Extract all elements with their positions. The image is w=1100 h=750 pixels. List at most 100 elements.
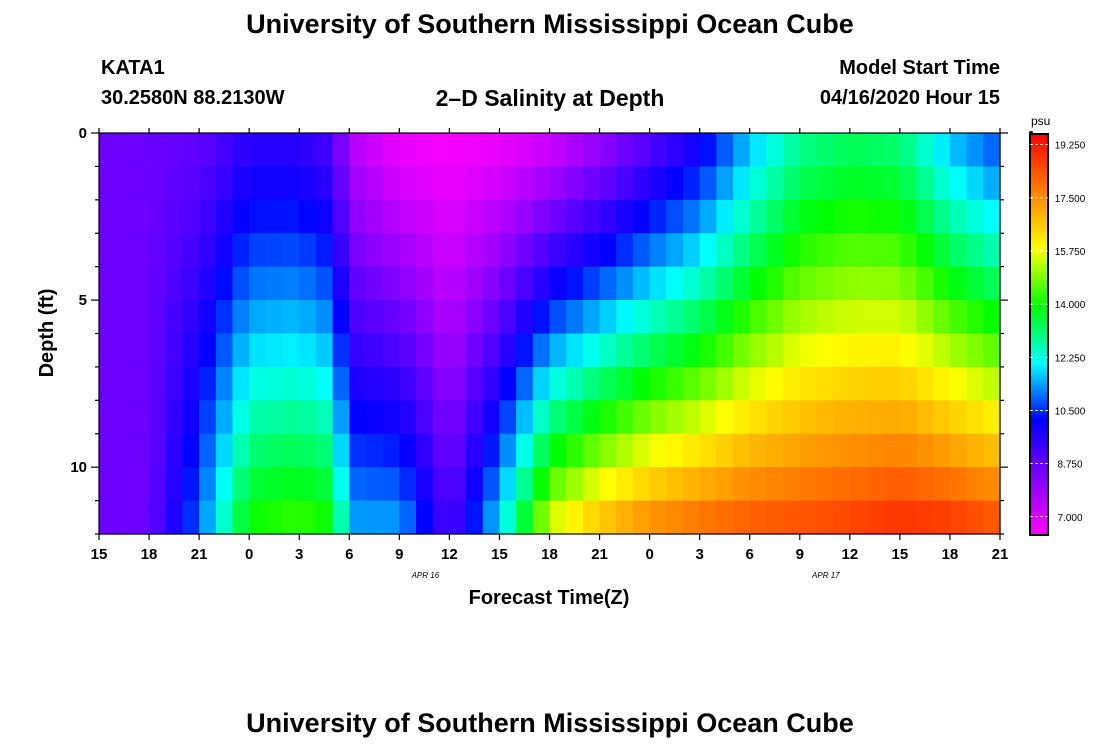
heat-cell [315,233,334,268]
heat-cell [783,300,801,335]
heat-cell [232,500,250,535]
heat-cell [299,400,317,435]
heat-cell [416,467,434,502]
heat-cell [265,266,284,301]
heat-cell [149,333,167,368]
heat-cell [499,199,517,234]
heat-cell [983,400,1001,435]
heat-cell [249,467,267,502]
colorbar-unit: psu [1031,114,1050,128]
heat-cell [899,266,918,301]
heat-cell [783,366,801,401]
heat-cell [849,400,868,435]
heat-cell [849,166,868,201]
heat-cell [649,133,667,168]
heat-cell [365,233,384,268]
heat-cell [566,500,584,535]
heat-cell [716,300,734,335]
heat-cell [282,300,300,335]
heat-cell [215,133,234,168]
heat-cell [115,500,133,535]
heat-cell [566,467,584,502]
heat-cell [549,500,567,535]
heat-cell [983,433,1001,468]
heat-cell [933,433,951,468]
heat-cell [916,500,934,535]
heat-cell [532,433,551,468]
heat-cell [449,467,467,502]
heat-cell [99,133,117,168]
heat-cell [783,199,801,234]
heat-cell [365,133,384,168]
heatmap-cells [99,133,1001,535]
heat-cell [499,400,517,435]
heat-cell [299,199,317,234]
heat-cell [749,400,768,435]
heat-cell [966,300,984,335]
heat-cell [582,500,601,535]
heat-cell [365,300,384,335]
heat-cell [199,366,217,401]
heat-cell [766,467,784,502]
heat-cell [716,467,734,502]
heat-cell [983,467,1001,502]
heat-cell [733,266,751,301]
colorbar-label: 12.250 [1055,353,1086,364]
x-tick-label: 21 [992,546,1009,563]
heat-cell [799,300,818,335]
heat-cell [182,133,200,168]
heat-cell [616,300,634,335]
heat-cell [99,467,117,502]
heat-cell [899,366,918,401]
page-title: University of Southern Mississippi Ocean… [246,9,854,39]
heat-cell [449,233,467,268]
heat-cell [716,233,734,268]
heat-cell [399,366,417,401]
heat-cell [733,300,751,335]
station-id: KATA1 [101,57,165,79]
heat-cell [282,500,300,535]
heat-cell [649,366,667,401]
heat-cell [416,266,434,301]
heat-cell [733,400,751,435]
heat-cell [666,166,684,201]
heat-cell [482,366,501,401]
heat-cell [499,366,517,401]
heat-cell [582,133,601,168]
heat-cell [165,166,184,201]
heat-cell [265,300,284,335]
heat-cell [249,300,267,335]
heat-cell [499,333,517,368]
heat-cell [749,199,768,234]
heat-cell [199,133,217,168]
heat-cell [833,166,851,201]
heat-cell [332,233,350,268]
heat-cell [482,300,501,335]
heat-cell [682,366,701,401]
heat-cell [933,467,951,502]
heat-cell [632,467,651,502]
heat-cell [616,266,634,301]
heat-cell [883,433,901,468]
heat-cell [215,467,234,502]
heat-cell [983,500,1001,535]
heat-cell [99,166,117,201]
x-tick-label: 9 [796,546,804,563]
heat-cell [132,300,150,335]
heat-cell [899,133,918,168]
x-tick-label: 21 [591,546,608,563]
heat-cell [132,467,150,502]
heat-cell [365,366,384,401]
heat-cell [566,300,584,335]
heat-cell [983,333,1001,368]
heat-cell [299,433,317,468]
heat-cell [783,233,801,268]
heat-cell [599,166,617,201]
heat-cell [582,366,601,401]
x-tick-label: 18 [541,546,558,563]
heat-cell [215,433,234,468]
heat-cell [349,467,367,502]
heat-cell [866,333,884,368]
heat-cell [265,366,284,401]
heat-cell [165,400,184,435]
